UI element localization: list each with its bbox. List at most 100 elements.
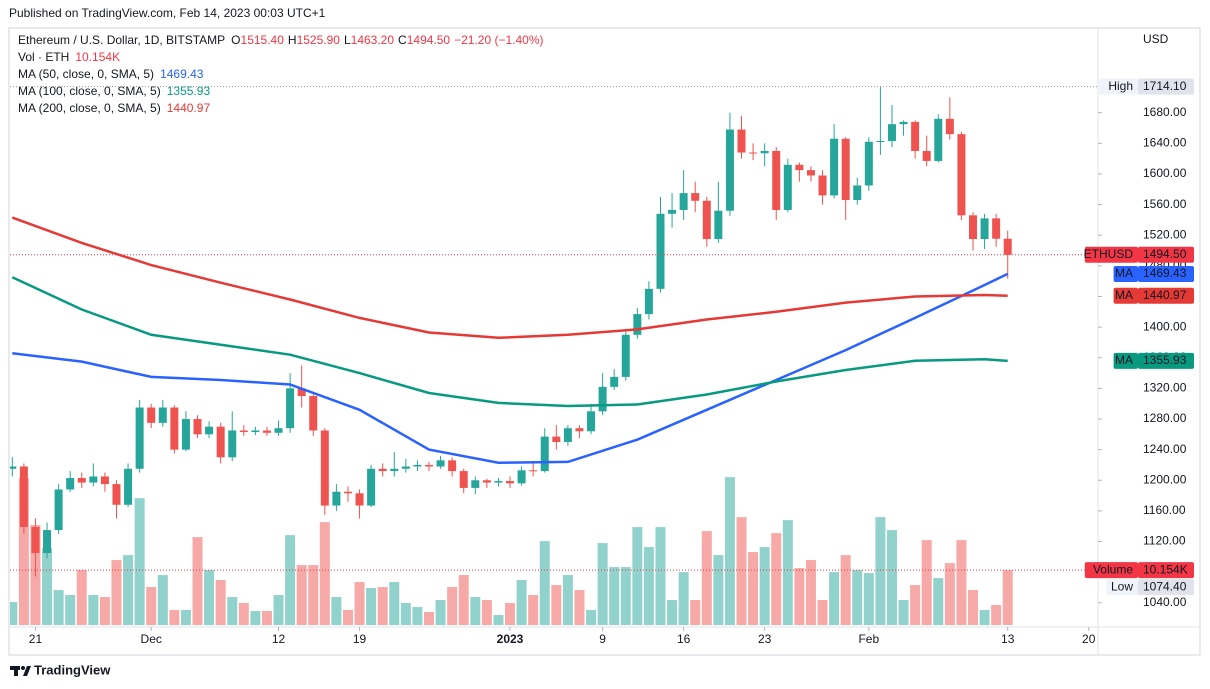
y-tick-label: 1400.00 [1143,319,1187,333]
candle-body [355,493,364,506]
marker-value: 1355.93 [1143,353,1187,367]
candle-body [448,460,457,472]
volume-bar [898,600,909,625]
candle-body [656,213,665,289]
volume-bar [840,555,851,625]
candle-body [818,175,827,196]
volume-bar [817,600,828,625]
candle-body [679,193,688,210]
candle-body [89,476,98,483]
volume-bar [713,555,724,625]
x-tick-label: 19 [353,632,367,646]
volume-bar [435,600,446,625]
candle-body [112,484,121,505]
candle-body [19,466,28,527]
candle-body [957,134,966,216]
volume-bar [690,600,701,625]
ma-legend-value: 1469.43 [160,67,204,81]
candle-body [228,430,237,458]
volume-bar [667,600,678,625]
volume-bar [42,548,53,625]
y-tick-label: 1160.00 [1143,503,1186,517]
candle-body [911,121,920,151]
candle-body [77,477,86,483]
volume-bar [53,590,64,625]
volume-bar [852,570,863,625]
published-note: Published on TradingView.com, Feb 14, 20… [9,6,326,20]
marker-name: MA [1115,353,1133,367]
y-tick-label: 1600.00 [1143,166,1187,180]
candle-body [320,430,329,506]
marker-value: 1494.50 [1143,247,1187,261]
moving-average-line [11,276,1008,408]
marker-value: 1714.10 [1143,79,1187,93]
x-tick-label: 12 [272,632,286,646]
candle-body [887,124,896,142]
candle-body [436,460,445,467]
marker-value: 10.154K [1143,562,1188,576]
volume-bar [423,612,434,625]
volume-bar [261,611,272,625]
candle-body [621,334,630,377]
candle-body [367,468,376,506]
candle-body [1003,238,1012,255]
volume-bar [180,610,191,625]
y-tick-label: 1280.00 [1143,411,1187,425]
candle-body [205,426,214,435]
volume-bar [678,572,689,625]
candle-body [251,430,260,433]
volume-bar [146,587,157,625]
candle-body [332,491,341,506]
candle-body [158,407,167,423]
legend-line: MA (100, close, 0, SMA, 5) 1355.93 [18,84,210,98]
candle-body [980,218,989,240]
volume-bar [134,498,145,625]
volume-bar [366,588,377,625]
candle-body [31,526,40,554]
candle-body [830,138,839,196]
volume-bar [933,578,944,625]
y-tick-label: 1200.00 [1143,472,1187,486]
volume-bar [794,568,805,625]
y-tick-label: 1040.00 [1143,595,1187,609]
candle-body [262,430,271,433]
volume-bar [273,595,284,625]
candle-body [471,480,480,488]
ma-legend-value: 1440.97 [167,101,211,115]
ohlc-value: 1515.40 [241,33,285,47]
x-tick-label: Feb [858,632,879,646]
candle-body [922,150,931,161]
volume-bar [331,597,342,625]
candle-body [10,466,17,469]
candle-body [783,164,792,210]
volume-bar [805,560,816,625]
candle-body [668,209,677,214]
candle-body [992,218,1001,239]
marker-name-badge [1113,265,1138,282]
volume-bar [354,582,365,625]
candle-body [575,428,584,432]
volume-bar [574,590,585,625]
volume-bar [597,543,608,625]
candle-body [239,430,248,433]
candle-body [343,491,352,494]
x-tick-label: 20 [1082,632,1096,646]
volume-bar [921,540,932,625]
volume-bar [562,575,573,625]
volume-bar [481,600,492,625]
candle-body [170,407,179,450]
candle-body [737,129,746,153]
candle-body [390,468,399,472]
candle-body [702,200,711,240]
volume-bar [342,610,353,625]
ohlc-value: 1463.20 [351,33,395,47]
volume-bar [204,570,215,625]
candle-body [286,388,295,429]
volume-bar [782,520,793,625]
candle-body [413,464,422,467]
candle-body [644,288,653,315]
price-change: −21.20 (−1.40%) [454,33,543,47]
marker-name-badge [1099,78,1138,95]
volume-bar [400,603,411,625]
legend-line: MA (50, close, 0, SMA, 5) 1469.43 [18,67,204,81]
